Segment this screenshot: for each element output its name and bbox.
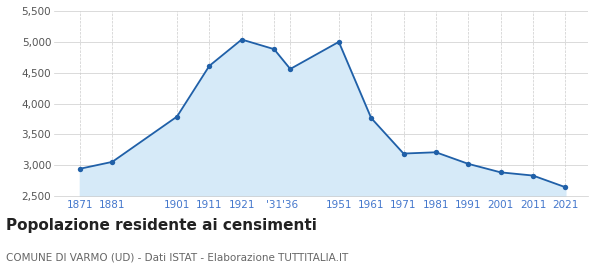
Point bbox=[107, 160, 117, 164]
Point bbox=[172, 114, 182, 119]
Point bbox=[205, 64, 214, 68]
Point bbox=[431, 150, 440, 155]
Point bbox=[399, 151, 409, 156]
Point bbox=[286, 67, 295, 71]
Point bbox=[463, 162, 473, 166]
Point bbox=[237, 37, 247, 42]
Point bbox=[367, 116, 376, 120]
Point bbox=[560, 185, 570, 190]
Point bbox=[334, 40, 344, 44]
Point bbox=[75, 167, 85, 171]
Point bbox=[528, 173, 538, 178]
Text: COMUNE DI VARMO (UD) - Dati ISTAT - Elaborazione TUTTITALIA.IT: COMUNE DI VARMO (UD) - Dati ISTAT - Elab… bbox=[6, 252, 348, 262]
Point bbox=[269, 47, 279, 52]
Point bbox=[496, 170, 505, 175]
Text: Popolazione residente ai censimenti: Popolazione residente ai censimenti bbox=[6, 218, 317, 234]
